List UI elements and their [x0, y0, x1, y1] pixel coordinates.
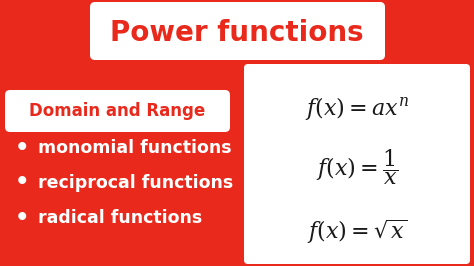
- Text: •: •: [15, 172, 29, 194]
- Text: monomial functions: monomial functions: [38, 139, 232, 157]
- Text: $f(x) = ax^{n}$: $f(x) = ax^{n}$: [305, 94, 409, 122]
- Text: Domain and Range: Domain and Range: [29, 102, 205, 120]
- Text: $f(x) = \sqrt{x}$: $f(x) = \sqrt{x}$: [307, 218, 408, 246]
- FancyBboxPatch shape: [90, 2, 385, 60]
- Text: •: •: [15, 136, 29, 160]
- Text: $f(x) = \dfrac{1}{x}$: $f(x) = \dfrac{1}{x}$: [316, 147, 398, 187]
- FancyBboxPatch shape: [244, 64, 470, 264]
- Text: radical functions: radical functions: [38, 209, 202, 227]
- Text: Power functions: Power functions: [110, 19, 364, 47]
- FancyBboxPatch shape: [5, 90, 230, 132]
- Text: reciprocal functions: reciprocal functions: [38, 174, 233, 192]
- Text: •: •: [15, 206, 29, 230]
